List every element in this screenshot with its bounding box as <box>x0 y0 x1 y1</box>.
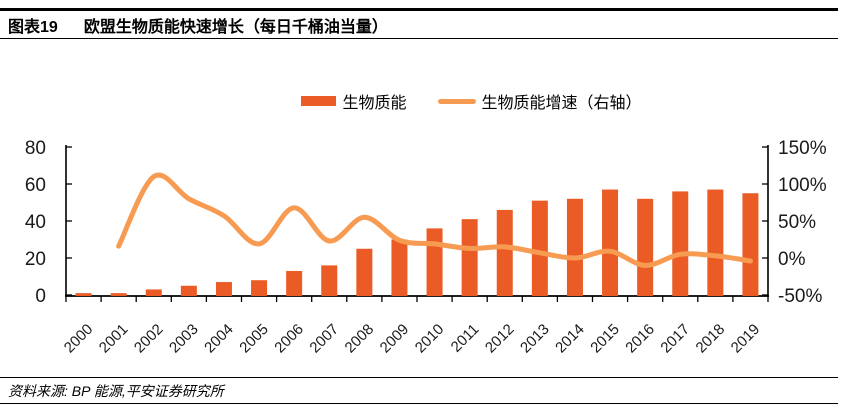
legend-item-growth: 生物质能增速（右轴） <box>437 89 642 113</box>
chart-legend: 生物质能 生物质能增速（右轴） <box>100 89 843 113</box>
x-axis-year-label: 2008 <box>342 321 378 357</box>
bar-2015 <box>602 189 619 296</box>
title-bottom-rule <box>0 38 838 39</box>
right-axis-tick-label: 50% <box>778 212 816 233</box>
bar-2007 <box>321 265 338 296</box>
bar-2003 <box>180 285 197 296</box>
x-axis-year-label: 2000 <box>61 321 97 357</box>
bar-2018 <box>707 189 724 296</box>
right-axis-tick-label: 100% <box>778 175 827 196</box>
x-axis-year-label: 2007 <box>306 321 342 357</box>
bar-2006 <box>286 270 303 296</box>
x-axis-year-label: 2012 <box>482 321 518 357</box>
bar-2012 <box>496 209 513 296</box>
x-axis-year-label: 2015 <box>587 321 623 357</box>
left-axis-tick-label: 20 <box>25 249 46 270</box>
legend-item-biomass: 生物质能 <box>301 89 407 113</box>
left-axis-tick-label: 80 <box>25 138 46 159</box>
x-axis-year-label: 2009 <box>377 321 413 357</box>
legend-label: 生物质能 <box>342 95 407 112</box>
bar-2019 <box>742 193 759 296</box>
source-bottom-rule <box>0 403 838 404</box>
line-series-swatch <box>437 98 476 104</box>
x-axis-year-label: 2014 <box>552 321 588 357</box>
bar-2008 <box>356 248 373 296</box>
bar-2011 <box>461 219 478 296</box>
bar-series-swatch <box>301 96 337 106</box>
bar-2010 <box>426 228 443 296</box>
right-axis-tick-label: 150% <box>778 138 827 159</box>
x-axis-year-label: 2004 <box>201 321 237 357</box>
bar-2009 <box>391 239 408 296</box>
x-axis-year-label: 2011 <box>448 321 483 356</box>
right-axis-tick-label: 0% <box>778 249 806 270</box>
x-axis-year-label: 2002 <box>131 321 167 357</box>
source-top-rule <box>0 377 838 378</box>
bar-2005 <box>251 280 268 296</box>
bar-2014 <box>566 198 583 296</box>
title-top-rule <box>0 8 838 11</box>
page-title: 图表19 欧盟生物质能快速增长（每日千桶油当量） <box>8 13 388 37</box>
bar-2001 <box>110 293 127 296</box>
x-axis-year-label: 2018 <box>693 321 729 357</box>
left-axis-tick-label: 60 <box>25 175 46 196</box>
x-axis-year-label: 2019 <box>728 321 764 357</box>
bar-2004 <box>215 282 232 296</box>
x-axis-year-label: 2016 <box>622 321 658 357</box>
legend-label: 生物质能增速（右轴） <box>481 95 642 112</box>
bar-2000 <box>75 293 92 296</box>
figure-number: 图表19 <box>8 19 58 36</box>
left-axis-tick-label: 40 <box>25 212 46 233</box>
x-axis-year-label: 2017 <box>657 321 693 357</box>
bar-2017 <box>672 191 689 296</box>
x-axis-year-label: 2001 <box>96 321 132 357</box>
x-axis-year-label: 2013 <box>517 321 553 357</box>
bar-2013 <box>531 200 548 296</box>
x-axis-year-label: 2003 <box>166 321 202 357</box>
x-axis-year-label: 2010 <box>412 321 448 357</box>
figure-title: 欧盟生物质能快速增长（每日千桶油当量） <box>83 19 388 36</box>
y-axes <box>65 145 769 296</box>
left-axis-tick-label: 0 <box>35 286 46 307</box>
source-note: 资料来源: BP 能源,平安证券研究所 <box>8 383 224 399</box>
bar-2016 <box>637 198 654 296</box>
x-axis-year-label: 2005 <box>236 321 272 357</box>
bar-2002 <box>145 289 162 296</box>
growth-line <box>116 172 753 268</box>
right-axis-tick-label: -50% <box>778 286 822 307</box>
x-axis-year-label: 2006 <box>271 321 307 357</box>
